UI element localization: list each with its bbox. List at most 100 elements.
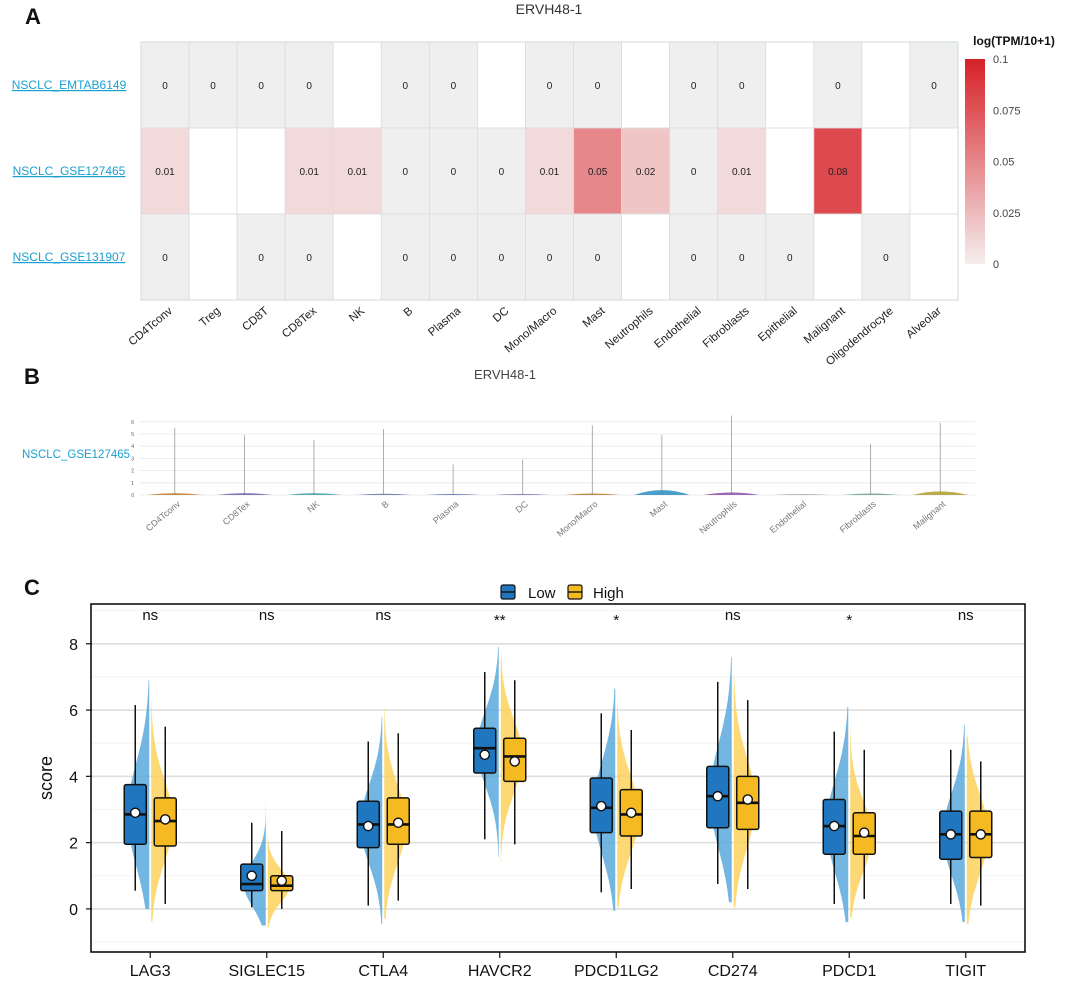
heatmap-cell-label: 0 (691, 253, 697, 264)
violin-panel: ERVH48-1 NSCLC_GSE127465 0 1 2 3 4 5 6 CD4Tcon… (22, 367, 975, 539)
half-violin (243, 797, 266, 926)
heatmap-cell-label: 0 (451, 167, 457, 178)
heatmap-cell-label: 0 (499, 167, 505, 178)
heatmap-column-label: Epithelial (756, 305, 799, 344)
heatmap-cell (188, 127, 238, 215)
heatmap-column-label: Alveolar (904, 305, 944, 341)
violin-grid: 0 1 2 3 4 5 6 (131, 420, 975, 499)
significance-label: ns (725, 607, 741, 624)
heatmap-cell-label: 0 (403, 167, 409, 178)
mean-point (159, 814, 171, 825)
violin-shape (425, 494, 481, 495)
heatmap-column-label: Mono/Macro (503, 305, 560, 355)
violin-x-tick-label: Plasma (431, 499, 460, 526)
significance-label: ** (494, 612, 506, 629)
boxplot-frame (90, 603, 1026, 953)
significance-labels: ns ns ns ** * ns * ns (142, 607, 973, 629)
heatmap-column-label: NK (347, 305, 367, 325)
heatmap-cell-label: 0.02 (636, 167, 656, 178)
heatmap-column-label: Fibroblasts (701, 305, 752, 351)
heatmap-column-label: Neutrophils (603, 305, 655, 352)
boxplot-legend: Low High (500, 584, 624, 602)
y-tick-label: 4 (69, 769, 78, 786)
heatmap-cell-label: 0 (547, 253, 553, 264)
heatmap-cell (380, 41, 430, 129)
heatmap-cell-label: 0 (210, 81, 216, 92)
boxplot-y-ticks: 0 2 4 6 8 (69, 637, 92, 919)
boxplot-y-axis-label: score (36, 756, 56, 800)
violin-x-tick-label: Neutrophils (697, 499, 739, 536)
legend-tick-label: 0.05 (993, 157, 1014, 169)
heatmap-cell-label: 0 (691, 167, 697, 178)
heatmap-cell (573, 127, 622, 215)
violin-shape (634, 490, 690, 495)
dataset-link-nsclc-gse131907[interactable]: NSCLC_GSE131907 (13, 250, 126, 264)
heatmap-cell (380, 127, 430, 215)
heatmap-column-label: CD4Tconv (127, 305, 176, 348)
heatmap-cell-label: 0 (595, 253, 601, 264)
x-tick-label: SIGLEC15 (229, 963, 306, 980)
heatmap-cell-label: 0 (883, 253, 889, 264)
violin-shape (842, 493, 899, 495)
heatmap-cell-label: 0 (162, 253, 168, 264)
heatmap-legend-ticks: 0.1 0.075 0.05 0.025 0 (985, 54, 1021, 271)
heatmap-cell-label: 0 (547, 81, 553, 92)
heatmap-legend: log(TPM/10+1) 0.1 0.075 0.05 0.025 0 (965, 34, 1055, 271)
heatmap-cell (284, 127, 334, 215)
legend-label-low: Low (528, 585, 556, 602)
mean-point (246, 870, 258, 882)
violin-x-tick-label: NK (305, 499, 321, 515)
heatmap-cell (573, 41, 622, 129)
heatmap-cell-label: 0 (258, 81, 264, 92)
heatmap-cell-label: 0.01 (540, 167, 560, 178)
heatmap-cell (717, 41, 767, 129)
heatmap-column-label: Treg (198, 305, 224, 329)
heatmap-cell (621, 213, 671, 301)
legend-tick-label: 0.075 (993, 105, 1021, 117)
heatmap-cell-label: 0 (403, 253, 409, 264)
heatmap-cell (332, 41, 382, 129)
heatmap-cell (140, 41, 190, 129)
heatmap-cell (909, 41, 959, 129)
significance-label: ns (142, 607, 158, 624)
heatmap-cell (861, 41, 911, 129)
mean-point (975, 829, 987, 840)
violin-x-tick-label: CD8Tex (221, 499, 252, 528)
violin-y-tick-label: 3 (131, 456, 134, 462)
heatmap-cell (765, 213, 815, 301)
violin-shape (703, 492, 760, 495)
heatmap-cell-label: 0.01 (348, 167, 368, 178)
heatmap-legend-title: log(TPM/10+1) (973, 34, 1055, 48)
heatmap-column-label: Mast (581, 305, 608, 331)
mean-point (712, 790, 724, 802)
heatmap-panel: ERVH48-1 0 0 0 0 0 0 0 0 0 0 0 0 0.01 0.01 0.01 0 0 0 0.01… (12, 1, 1055, 368)
y-tick-label: 2 (69, 836, 78, 853)
dataset-link-nsclc-emtab6149[interactable]: NSCLC_EMTAB6149 (12, 78, 127, 92)
violin-y-tick-label: 6 (131, 420, 134, 426)
mean-point (595, 800, 607, 812)
heatmap-cell (332, 213, 382, 301)
heatmap-cell (236, 127, 286, 215)
heatmap-cell (284, 213, 334, 301)
heatmap-cell (284, 41, 334, 129)
heatmap-column-label: DC (491, 305, 511, 325)
significance-label: ns (259, 607, 275, 624)
heatmap-cell (621, 127, 671, 215)
violin-marks (146, 415, 969, 495)
violin-y-tick-label: 0 (131, 493, 134, 499)
violin-dataset-label: NSCLC_GSE127465 (22, 449, 130, 461)
significance-label: ns (375, 607, 391, 624)
heatmap-cell (765, 127, 815, 215)
x-tick-label: HAVCR2 (468, 963, 532, 980)
significance-label: * (846, 612, 852, 629)
boxplot-boxes (123, 671, 993, 909)
heatmap-cell (813, 213, 863, 301)
violin-x-tick-label: DC (514, 499, 531, 515)
y-tick-label: 0 (69, 902, 78, 919)
heatmap-cell-label: 0.05 (588, 167, 608, 178)
legend-tick-label: 0.025 (993, 208, 1021, 220)
heatmap-cell (477, 127, 526, 215)
heatmap-cell-label: 0 (835, 81, 841, 92)
dataset-link-nsclc-gse127465[interactable]: NSCLC_GSE127465 (13, 164, 126, 178)
